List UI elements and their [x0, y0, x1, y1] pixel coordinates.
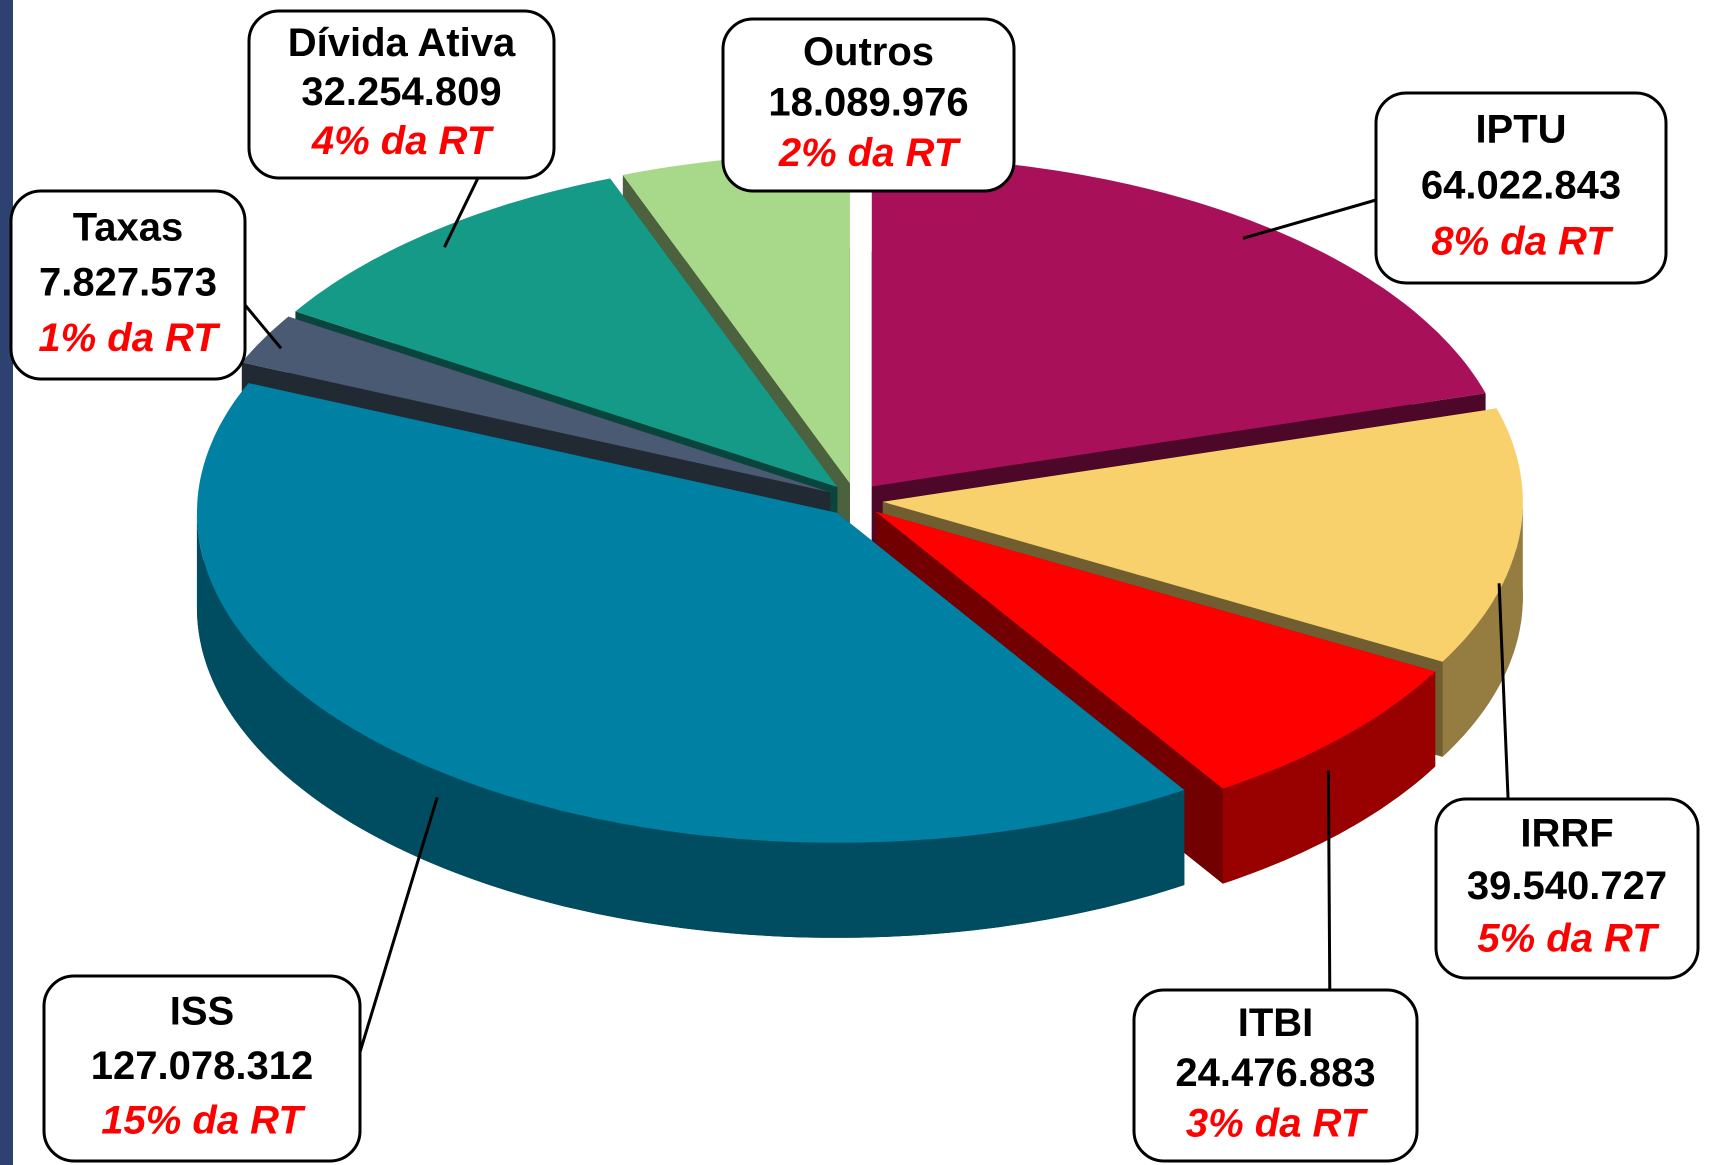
slice: [196, 383, 1185, 938]
slice-wall: [1442, 501, 1523, 757]
share-label: 4% da RT: [311, 119, 495, 163]
slice-top: [882, 408, 1523, 662]
value-label: 64.022.843: [1421, 164, 1621, 208]
leader-line: [1242, 198, 1377, 240]
slice-top: [197, 383, 1185, 843]
share-label: 3% da RT: [1186, 1101, 1369, 1145]
share-label: 8% da RT: [1431, 219, 1614, 263]
value-label: 39.540.727: [1467, 864, 1667, 908]
side-stripe: [0, 0, 13, 1165]
leader-line: [1326, 770, 1332, 1026]
slice-top: [875, 511, 1436, 789]
value-label: 7.827.573: [39, 261, 217, 305]
share-label: 1% da RT: [38, 316, 221, 360]
category-label: IPTU: [1475, 108, 1566, 152]
value-label: 18.089.976: [768, 81, 968, 125]
label-box: [42, 974, 362, 1163]
label-box: [9, 189, 247, 381]
slice-top: [871, 156, 1486, 487]
category-label: Dívida Ativa: [288, 21, 516, 65]
share-label: 5% da RT: [1477, 917, 1660, 961]
share-label: 15% da RT: [101, 1098, 306, 1142]
category-label: Outros: [803, 30, 934, 74]
category-label: ISS: [170, 990, 234, 1034]
label-box: [1374, 91, 1668, 285]
value-label: 127.078.312: [91, 1044, 313, 1088]
label-box: [1132, 988, 1419, 1163]
share-label: 2% da RT: [778, 131, 962, 175]
value-label: 32.254.809: [301, 70, 501, 114]
value-label: 24.476.883: [1175, 1051, 1375, 1095]
leader-line: [348, 796, 439, 1086]
label-box: [247, 9, 556, 180]
label-box: [721, 17, 1016, 193]
slice-wall: [196, 512, 1185, 938]
category-label: ITBI: [1238, 1001, 1314, 1045]
category-label: IRRF: [1520, 811, 1613, 855]
category-label: Taxas: [73, 205, 183, 249]
leader-line: [243, 304, 283, 350]
slice-top: [622, 153, 850, 484]
slice-top: [241, 316, 831, 493]
leader-line: [443, 177, 480, 248]
label-box: [1434, 797, 1700, 980]
slice-top: [295, 178, 838, 487]
